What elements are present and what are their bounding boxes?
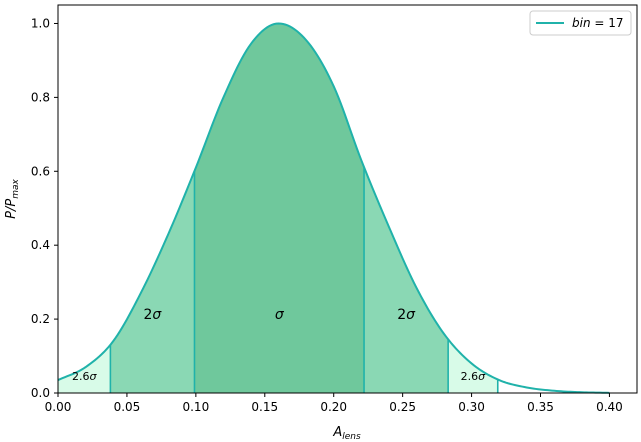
band-dividers	[109, 167, 499, 393]
x-axis-ticks: 0.00 0.05 0.10 0.15 0.20 0.25 0.30 0.35 0.40	[45, 393, 623, 414]
x-tick-label-4: 0.20	[320, 400, 347, 414]
legend-box	[529, 10, 632, 36]
band-area-2	[194, 23, 365, 394]
plot-frame	[57, 4, 638, 394]
x-tick-label-6: 0.30	[458, 400, 485, 414]
y-tick-label-3: 0.6	[31, 164, 50, 178]
x-tick-label-3: 0.15	[251, 400, 278, 414]
y-tick-label-4: 0.8	[31, 90, 50, 104]
x-axis-label: Alens	[332, 425, 361, 442]
band-labels: 2.6σ 2σ σ 2σ 2.6σ	[72, 307, 486, 383]
band-label-4: 2.6σ	[461, 370, 487, 383]
y-tick-label-5: 1.0	[31, 16, 50, 30]
band-area-3	[364, 167, 449, 393]
band-area-1	[110, 171, 195, 393]
y-tick-label-2: 0.4	[31, 238, 50, 252]
band-label-2: σ	[275, 307, 285, 323]
x-tick-label-0: 0.00	[45, 400, 72, 414]
x-tick-label-7: 0.35	[527, 400, 554, 414]
y-axis-ticks: 0.0 0.2 0.4 0.6 0.8 1.0	[31, 16, 58, 400]
band-label-0: 2.6σ	[72, 370, 98, 383]
x-tick-label-2: 0.10	[182, 400, 209, 414]
x-tick-label-1: 0.05	[114, 400, 141, 414]
series-line	[57, 22, 610, 394]
y-tick-label-1: 0.2	[31, 312, 50, 326]
x-tick-label-5: 0.25	[389, 400, 416, 414]
legend-label: bin = 17	[572, 16, 624, 30]
y-tick-label-0: 0.0	[31, 386, 50, 400]
band-label-1: 2σ	[144, 307, 163, 323]
band-area-4	[448, 339, 498, 393]
band-label-3: 2σ	[397, 307, 416, 323]
x-tick-label-8: 0.40	[596, 400, 623, 414]
y-axis-label: P/Pmax	[4, 178, 21, 218]
legend: bin = 17	[529, 10, 632, 36]
confidence-bands	[58, 23, 498, 394]
